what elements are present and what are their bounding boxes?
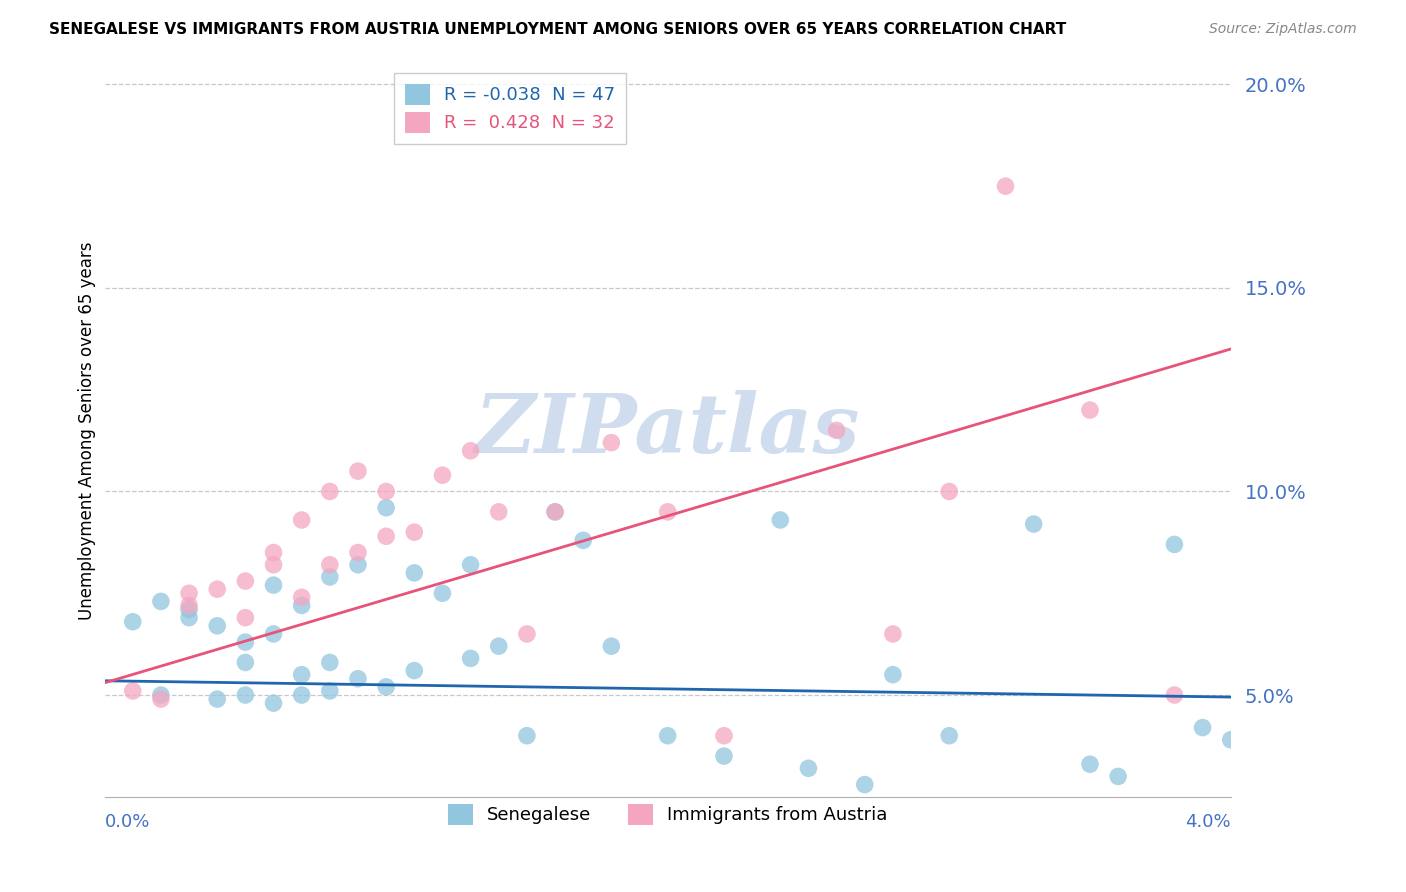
Point (319, 570, 342, 584)
Point (347, 558, 370, 572)
Point (882, 627, 904, 641)
Point (205, 619, 228, 633)
Point (347, 464, 370, 478)
Point (460, 558, 482, 572)
Point (404, 664, 426, 678)
Point (853, 778, 876, 792)
Point (544, 505, 567, 519)
Legend: Senegalese, Immigrants from Austria: Senegalese, Immigrants from Austria (437, 793, 898, 836)
Point (319, 558, 342, 572)
Y-axis label: Unemployment Among Seniors over 65 years: Unemployment Among Seniors over 65 years (79, 241, 96, 620)
Point (1078, 757, 1101, 772)
Point (460, 651, 482, 665)
Point (235, 688, 257, 702)
Text: 0.0%: 0.0% (104, 814, 150, 831)
Point (149, 692, 172, 706)
Point (432, 468, 454, 483)
Point (205, 692, 228, 706)
Point (882, 667, 904, 681)
Point (994, 179, 1017, 194)
Point (177, 602, 200, 616)
Point (235, 610, 257, 624)
Point (235, 635, 257, 649)
Point (235, 656, 257, 670)
Point (375, 500, 398, 515)
Text: SENEGALESE VS IMMIGRANTS FROM AUSTRIA UNEMPLOYMENT AMONG SENIORS OVER 65 YEARS C: SENEGALESE VS IMMIGRANTS FROM AUSTRIA UN… (49, 22, 1067, 37)
Point (263, 627, 285, 641)
Point (657, 505, 679, 519)
Point (263, 578, 285, 592)
Point (516, 729, 538, 743)
Point (713, 749, 735, 764)
Point (572, 533, 595, 548)
Point (205, 582, 228, 597)
Point (291, 599, 314, 613)
Point (825, 424, 848, 438)
Point (121, 615, 143, 629)
Point (769, 513, 792, 527)
Point (600, 435, 623, 450)
Point (319, 684, 342, 698)
Point (263, 545, 285, 559)
Point (319, 484, 342, 499)
Point (177, 599, 200, 613)
Point (149, 688, 172, 702)
Point (375, 529, 398, 543)
Point (177, 586, 200, 600)
Point (347, 545, 370, 559)
Point (1219, 732, 1241, 747)
Point (516, 627, 538, 641)
Point (432, 586, 454, 600)
Point (544, 505, 567, 519)
Point (657, 729, 679, 743)
Point (177, 610, 200, 624)
Point (149, 594, 172, 608)
Point (460, 443, 482, 458)
Point (994, 810, 1017, 824)
Point (291, 591, 314, 605)
Point (235, 574, 257, 588)
Point (600, 639, 623, 653)
Point (291, 688, 314, 702)
Point (1163, 688, 1185, 702)
Point (121, 684, 143, 698)
Point (1022, 516, 1045, 531)
Point (938, 729, 960, 743)
Point (797, 761, 820, 775)
Point (488, 505, 510, 519)
Point (1163, 537, 1185, 551)
Point (404, 525, 426, 540)
Text: ZIPatlas: ZIPatlas (475, 391, 860, 470)
Point (1107, 769, 1129, 783)
Point (938, 484, 960, 499)
Point (1191, 721, 1213, 735)
Point (291, 667, 314, 681)
Text: Source: ZipAtlas.com: Source: ZipAtlas.com (1209, 22, 1357, 37)
Point (713, 729, 735, 743)
Point (291, 513, 314, 527)
Point (375, 680, 398, 694)
Point (375, 484, 398, 499)
Point (319, 656, 342, 670)
Point (347, 672, 370, 686)
Point (263, 558, 285, 572)
Text: 4.0%: 4.0% (1185, 814, 1230, 831)
Point (1078, 403, 1101, 417)
Point (263, 696, 285, 710)
Point (404, 566, 426, 580)
Point (488, 639, 510, 653)
